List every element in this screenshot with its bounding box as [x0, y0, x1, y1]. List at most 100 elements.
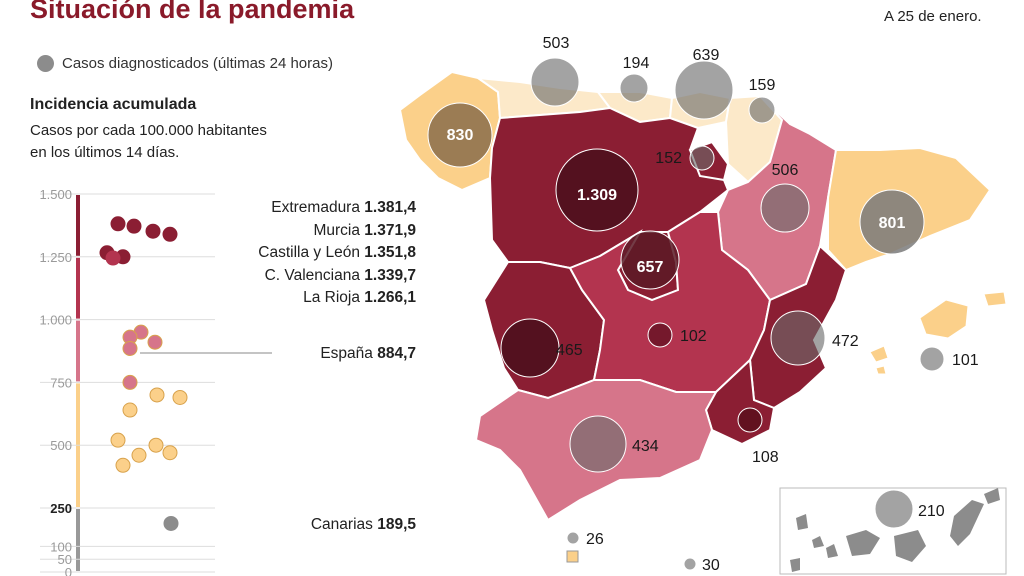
scale-tick-label: 1.500 — [39, 187, 72, 202]
case-bubble-label: 159 — [749, 77, 776, 94]
ranking-row: C. Valenciana 1.339,7 — [180, 265, 416, 288]
incidence-subtitle-line1: Casos por cada 100.000 habitantes — [30, 122, 267, 139]
incidence-dot — [126, 218, 142, 234]
case-bubble-label: 26 — [586, 531, 604, 548]
case-bubble-label: 108 — [752, 449, 779, 466]
spain-value: 884,7 — [377, 345, 416, 362]
ranking-name: C. Valenciana — [264, 266, 360, 284]
case-bubble — [770, 310, 826, 366]
incidence-dot — [105, 250, 121, 266]
case-bubble-label: 194 — [623, 55, 650, 72]
incidence-dot — [163, 515, 179, 531]
case-bubble — [689, 145, 715, 171]
scale-tick-label: 250 — [50, 501, 72, 516]
ranking-value: 1.381,4 — [364, 199, 416, 216]
region-melilla — [566, 550, 579, 563]
region-canarias-2 — [812, 536, 824, 548]
page-title: Situación de la pandemia — [30, 0, 355, 24]
ranking-name: La Rioja — [303, 289, 360, 306]
incidence-dot — [122, 402, 138, 418]
scale-tick-label: 100 — [50, 539, 72, 554]
case-bubble — [748, 96, 776, 124]
incidence-dots — [99, 216, 188, 531]
incidence-dot — [122, 374, 138, 390]
incidence-dot — [148, 437, 164, 453]
scale-tick-label: 50 — [58, 552, 72, 567]
ranking-value: 1.339,7 — [364, 266, 416, 284]
case-bubble-label: 503 — [543, 35, 570, 52]
case-bubble-label: 101 — [952, 352, 979, 369]
case-bubble-label: 1.309 — [577, 187, 617, 204]
incidence-dot — [149, 387, 165, 403]
incidence-dot — [122, 340, 138, 356]
case-bubble — [569, 415, 627, 473]
ranking-value: 1.351,8 — [364, 244, 416, 261]
case-bubble-label: 830 — [447, 127, 474, 144]
scale-tick-label: 1.000 — [39, 313, 72, 328]
case-bubble — [647, 322, 673, 348]
scale-tick-label: 1.250 — [39, 250, 72, 265]
ranking-list: Extremadura 1.381,4 Murcia 1.371,9 Casti… — [180, 197, 416, 310]
canarias-row: Canarias 189,5 — [240, 516, 416, 534]
case-bubble-label: 506 — [772, 162, 799, 179]
case-bubble — [737, 407, 763, 433]
case-bubble — [919, 346, 945, 372]
case-bubble — [859, 189, 925, 255]
case-bubble-label: 472 — [832, 333, 859, 350]
cases-legend-label: Casos diagnosticados (últimas 24 horas) — [62, 55, 333, 72]
scale-tick-label: 500 — [50, 438, 72, 453]
incidence-dot — [172, 389, 188, 405]
date-label: A 25 de enero. — [884, 8, 982, 25]
case-bubble — [683, 557, 697, 571]
incidence-subtitle: Casos por cada 100.000 habitantes en los… — [30, 120, 310, 164]
case-bubble — [760, 183, 810, 233]
ranking-value: 1.371,9 — [364, 221, 416, 239]
case-bubble — [674, 60, 734, 120]
incidence-dot — [162, 445, 178, 461]
ranking-name: Murcia — [313, 221, 360, 239]
region-castilla-la-mancha — [568, 211, 772, 393]
case-bubbles: 830 503 194 639 159 152 1.309 506 801 657 465 102 47… — [427, 35, 979, 574]
case-bubble — [874, 489, 914, 529]
incidence-subtitle-line2: en los últimos 14 días. — [30, 144, 180, 161]
incidence-dot — [147, 334, 163, 350]
region-baleares-formentera — [875, 365, 887, 375]
region-baleares-menorca — [983, 291, 1007, 307]
spain-name: España — [320, 345, 373, 362]
ranking-name: Extremadura — [271, 199, 360, 216]
cases-legend-dot — [37, 55, 54, 72]
incidence-dot — [110, 216, 126, 232]
case-bubble-label: 102 — [680, 328, 707, 345]
case-bubble — [500, 318, 560, 378]
incidence-dot — [110, 432, 126, 448]
case-bubble — [566, 531, 580, 545]
region-baleares-mallorca — [919, 299, 969, 339]
ranking-row: Castilla y León 1.351,8 — [180, 242, 416, 265]
canarias-inset-frame — [779, 487, 1007, 575]
case-bubble-label: 30 — [702, 557, 720, 574]
ranking-row: Extremadura 1.381,4 — [180, 197, 416, 220]
region-canarias-1 — [796, 514, 808, 530]
region-canarias-3 — [826, 544, 838, 558]
incidence-dot — [115, 457, 131, 473]
scale-tick-label: 750 — [50, 375, 72, 390]
case-bubble — [427, 102, 493, 168]
case-bubble-label: 465 — [556, 342, 583, 359]
incidence-dot — [145, 223, 161, 239]
region-canarias-6 — [950, 500, 984, 546]
region-canarias-8 — [790, 558, 800, 572]
case-bubble-label: 152 — [655, 150, 682, 167]
case-bubble-label: 434 — [632, 438, 659, 455]
region-canarias-5 — [894, 530, 926, 562]
canarias-value: 189,5 — [377, 516, 416, 533]
case-bubble — [530, 57, 580, 107]
ranking-row: Murcia 1.371,9 — [180, 220, 416, 243]
scale-tick-label: 0 — [65, 565, 72, 576]
region-baleares-ibiza — [869, 345, 889, 363]
ranking-value: 1.266,1 — [364, 289, 416, 306]
region-canarias-7 — [984, 488, 1000, 504]
incidence-dot — [131, 447, 147, 463]
